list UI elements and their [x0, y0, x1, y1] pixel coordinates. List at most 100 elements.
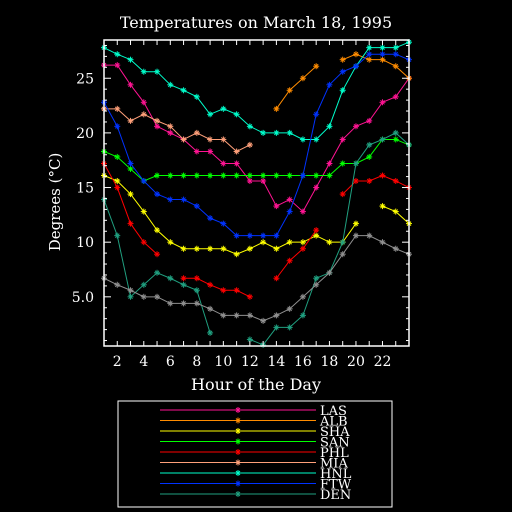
series-line	[103, 235, 410, 322]
data-point	[392, 93, 399, 100]
chart-title: Temperatures on March 18, 1995	[120, 13, 392, 32]
data-point	[313, 227, 320, 234]
data-point	[220, 220, 227, 227]
data-point	[326, 81, 333, 88]
data-point	[114, 62, 121, 69]
legend-marker	[235, 428, 241, 434]
data-point	[154, 123, 161, 130]
data-point	[379, 239, 386, 246]
data-point	[339, 160, 346, 167]
data-point	[180, 136, 187, 143]
data-point	[366, 44, 373, 51]
legend-item-ftw: FTW	[160, 478, 352, 493]
data-point	[140, 208, 147, 215]
data-point	[366, 177, 373, 184]
data-point	[127, 81, 134, 88]
data-point	[233, 251, 240, 258]
data-point	[352, 51, 359, 58]
data-point	[392, 44, 399, 51]
data-point	[286, 196, 293, 203]
data-point	[246, 232, 253, 239]
y-tick-label: 5.0	[72, 290, 94, 306]
data-point	[392, 129, 399, 136]
data-point	[366, 117, 373, 124]
x-tick-label: 14	[267, 354, 285, 370]
data-point	[114, 123, 121, 130]
series-line	[104, 108, 251, 153]
data-point	[299, 172, 306, 179]
data-point	[167, 129, 174, 136]
series-phl	[101, 160, 412, 300]
x-tick-label: 4	[139, 354, 148, 370]
data-point	[286, 257, 293, 264]
data-point	[140, 177, 147, 184]
data-point	[127, 160, 134, 167]
data-point	[313, 281, 320, 288]
legend-marker	[235, 417, 241, 424]
data-point	[140, 281, 147, 288]
data-point	[114, 281, 121, 288]
data-point	[180, 87, 187, 94]
data-point	[286, 129, 293, 136]
x-tick-label: 2	[113, 354, 122, 370]
series-san	[101, 136, 412, 184]
data-point	[286, 239, 293, 246]
data-point	[220, 105, 227, 112]
data-point	[379, 56, 386, 63]
series-ftw	[101, 51, 412, 239]
legend-item-phl: PHL	[160, 446, 349, 461]
data-point	[313, 111, 320, 118]
legend-item-mia: MIA	[160, 457, 348, 472]
data-point	[246, 312, 253, 319]
data-point	[339, 68, 346, 75]
data-point	[392, 208, 399, 215]
data-point	[379, 203, 386, 210]
data-point	[207, 172, 214, 179]
data-point	[313, 136, 320, 143]
legend-label: ALB	[319, 415, 348, 430]
data-point	[207, 215, 214, 222]
data-point	[339, 251, 346, 258]
data-point	[114, 177, 121, 184]
data-point	[313, 172, 320, 179]
data-point	[246, 141, 253, 148]
legend-label: MIA	[320, 457, 348, 472]
legend-label: SAN	[320, 436, 350, 451]
data-point	[339, 239, 346, 246]
data-point	[154, 269, 161, 276]
data-point	[180, 245, 187, 252]
series-line	[275, 229, 317, 279]
data-point	[366, 153, 373, 160]
data-point	[299, 75, 306, 82]
data-point	[233, 287, 240, 294]
data-point	[220, 160, 227, 167]
data-point	[220, 287, 227, 294]
legend-marker	[235, 480, 241, 487]
series-line	[103, 41, 410, 140]
data-point	[167, 275, 174, 282]
data-point	[193, 245, 200, 252]
legend-item-den: DEN	[160, 488, 351, 503]
data-point	[260, 177, 267, 184]
series-las	[101, 62, 412, 215]
data-point	[273, 324, 280, 331]
data-point	[114, 232, 121, 239]
data-point	[260, 232, 267, 239]
series-line	[104, 64, 410, 213]
data-point	[193, 172, 200, 179]
series-alb	[273, 51, 412, 112]
data-point	[339, 56, 346, 63]
plot-area: 2 4 6 8 10 12 14 16 18 20 22 5.0 10 15 20 25	[72, 39, 412, 370]
data-point	[379, 51, 386, 58]
data-point	[260, 317, 267, 324]
data-point	[352, 160, 359, 167]
data-point	[299, 208, 306, 215]
data-point	[180, 300, 187, 307]
data-point	[392, 177, 399, 184]
data-point	[127, 287, 134, 294]
data-point	[246, 177, 253, 184]
data-point	[273, 105, 280, 112]
data-point	[352, 177, 359, 184]
legend-marker	[235, 459, 241, 466]
